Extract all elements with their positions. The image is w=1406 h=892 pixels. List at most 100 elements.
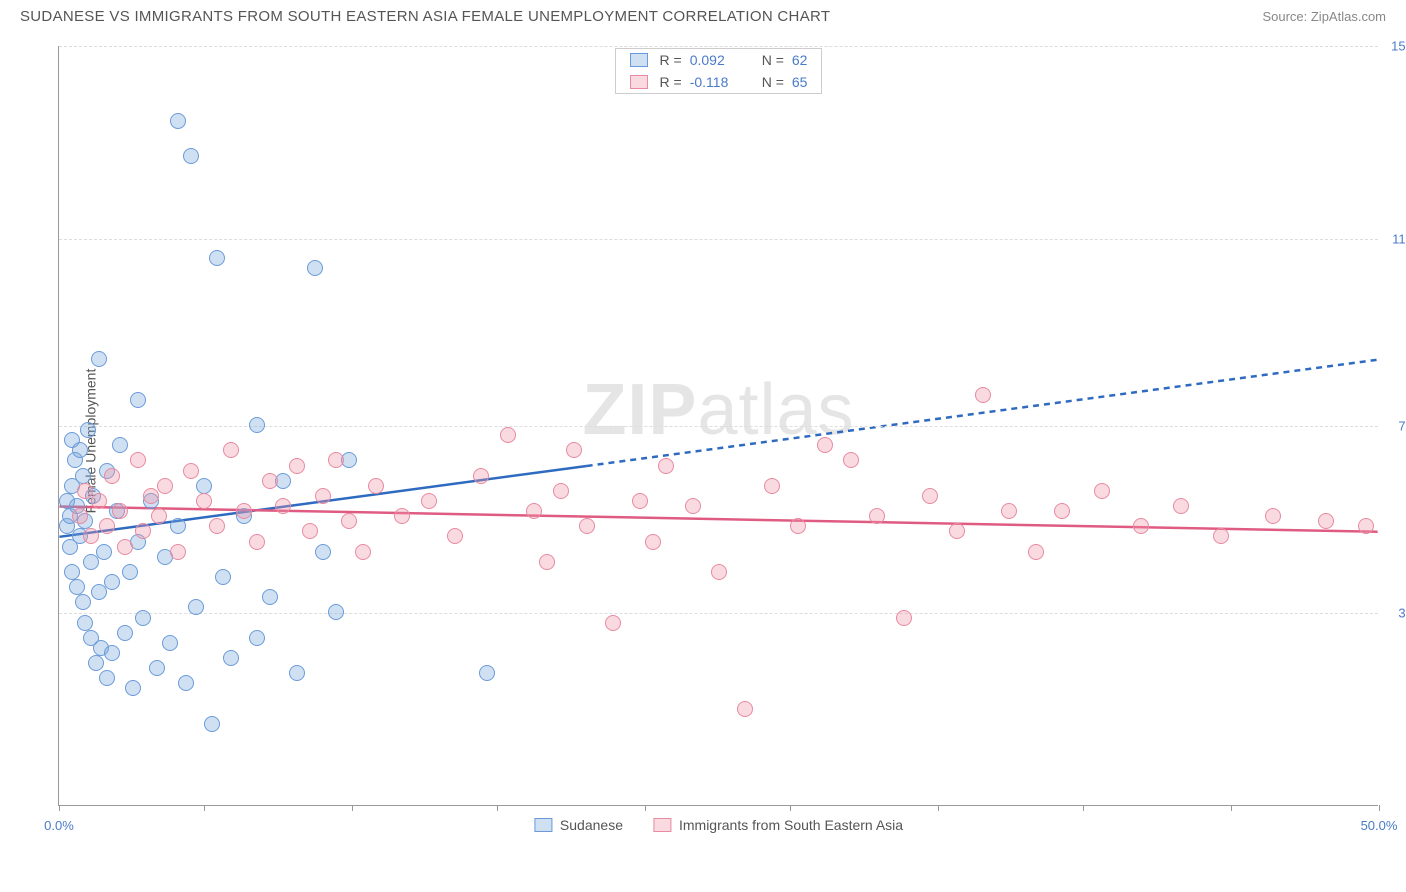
data-point-series-0 xyxy=(91,351,107,367)
watermark: ZIPatlas xyxy=(582,369,854,451)
data-point-series-1 xyxy=(130,452,146,468)
data-point-series-1 xyxy=(790,518,806,534)
data-point-series-0 xyxy=(104,574,120,590)
data-point-series-1 xyxy=(289,458,305,474)
data-point-series-1 xyxy=(447,528,463,544)
data-point-series-0 xyxy=(130,392,146,408)
data-point-series-1 xyxy=(1318,513,1334,529)
data-point-series-1 xyxy=(843,452,859,468)
data-point-series-0 xyxy=(223,650,239,666)
plot-area: ZIPatlas R = 0.092 N = 62 R = -0.118 N =… xyxy=(58,46,1378,806)
xtick xyxy=(790,805,791,811)
data-point-series-0 xyxy=(209,250,225,266)
data-point-series-0 xyxy=(262,589,278,605)
data-point-series-1 xyxy=(922,488,938,504)
trendline xyxy=(587,360,1378,466)
data-point-series-0 xyxy=(307,260,323,276)
data-point-series-0 xyxy=(249,417,265,433)
data-point-series-1 xyxy=(737,701,753,717)
data-point-series-0 xyxy=(196,478,212,494)
gridline xyxy=(59,239,1378,240)
gridline xyxy=(59,613,1378,614)
data-point-series-0 xyxy=(315,544,331,560)
xtick-label: 50.0% xyxy=(1361,818,1398,833)
data-point-series-1 xyxy=(99,518,115,534)
n-label: N = xyxy=(762,74,784,90)
data-point-series-0 xyxy=(69,579,85,595)
data-point-series-0 xyxy=(125,680,141,696)
data-point-series-1 xyxy=(368,478,384,494)
data-point-series-1 xyxy=(143,488,159,504)
r-value-0: 0.092 xyxy=(690,52,744,68)
data-point-series-1 xyxy=(328,452,344,468)
data-point-series-1 xyxy=(605,615,621,631)
ytick-label: 11.2% xyxy=(1392,231,1406,246)
data-point-series-0 xyxy=(91,584,107,600)
data-point-series-0 xyxy=(117,625,133,641)
data-point-series-0 xyxy=(149,660,165,676)
ytick-label: 7.5% xyxy=(1398,419,1406,434)
ytick-label: 3.8% xyxy=(1398,606,1406,621)
xtick xyxy=(1083,805,1084,811)
data-point-series-1 xyxy=(341,513,357,529)
data-point-series-0 xyxy=(135,610,151,626)
data-point-series-1 xyxy=(1001,503,1017,519)
data-point-series-1 xyxy=(1028,544,1044,560)
data-point-series-1 xyxy=(1094,483,1110,499)
data-point-series-1 xyxy=(275,498,291,514)
data-point-series-0 xyxy=(112,437,128,453)
series-swatch-0 xyxy=(630,53,648,67)
series-legend-item-0: Sudanese xyxy=(534,817,623,833)
data-point-series-0 xyxy=(75,468,91,484)
data-point-series-1 xyxy=(183,463,199,479)
xtick xyxy=(59,805,60,811)
xtick-label: 0.0% xyxy=(44,818,74,833)
data-point-series-0 xyxy=(170,518,186,534)
data-point-series-1 xyxy=(302,523,318,539)
data-point-series-0 xyxy=(170,113,186,129)
data-point-series-1 xyxy=(104,468,120,484)
data-point-series-0 xyxy=(72,442,88,458)
data-point-series-0 xyxy=(289,665,305,681)
data-point-series-1 xyxy=(421,493,437,509)
r-label: R = xyxy=(660,52,682,68)
data-point-series-1 xyxy=(1133,518,1149,534)
data-point-series-1 xyxy=(112,503,128,519)
n-label: N = xyxy=(762,52,784,68)
data-point-series-0 xyxy=(88,655,104,671)
xtick xyxy=(1231,805,1232,811)
data-point-series-0 xyxy=(83,554,99,570)
data-point-series-1 xyxy=(553,483,569,499)
data-point-series-0 xyxy=(162,635,178,651)
data-point-series-1 xyxy=(579,518,595,534)
data-point-series-1 xyxy=(764,478,780,494)
data-point-series-0 xyxy=(188,599,204,615)
watermark-light: atlas xyxy=(697,370,854,450)
data-point-series-1 xyxy=(72,508,88,524)
data-point-series-1 xyxy=(135,523,151,539)
data-point-series-1 xyxy=(394,508,410,524)
data-point-series-0 xyxy=(104,645,120,661)
data-point-series-1 xyxy=(151,508,167,524)
n-value-0: 62 xyxy=(792,52,808,68)
data-point-series-1 xyxy=(473,468,489,484)
data-point-series-0 xyxy=(99,670,115,686)
data-point-series-1 xyxy=(975,387,991,403)
data-point-series-1 xyxy=(869,508,885,524)
data-point-series-1 xyxy=(658,458,674,474)
xtick xyxy=(204,805,205,811)
data-point-series-1 xyxy=(315,488,331,504)
xtick xyxy=(1379,805,1380,811)
series-swatch-1-bottom xyxy=(653,818,671,832)
data-point-series-0 xyxy=(64,564,80,580)
data-point-series-1 xyxy=(1265,508,1281,524)
data-point-series-1 xyxy=(91,493,107,509)
chart-title: SUDANESE VS IMMIGRANTS FROM SOUTH EASTER… xyxy=(20,8,830,25)
series-legend-item-1: Immigrants from South Eastern Asia xyxy=(653,817,903,833)
data-point-series-1 xyxy=(896,610,912,626)
n-value-1: 65 xyxy=(792,74,808,90)
ytick-label: 15.0% xyxy=(1391,39,1406,54)
data-point-series-0 xyxy=(77,615,93,631)
correlation-legend-row-0: R = 0.092 N = 62 xyxy=(616,49,822,71)
data-point-series-1 xyxy=(566,442,582,458)
